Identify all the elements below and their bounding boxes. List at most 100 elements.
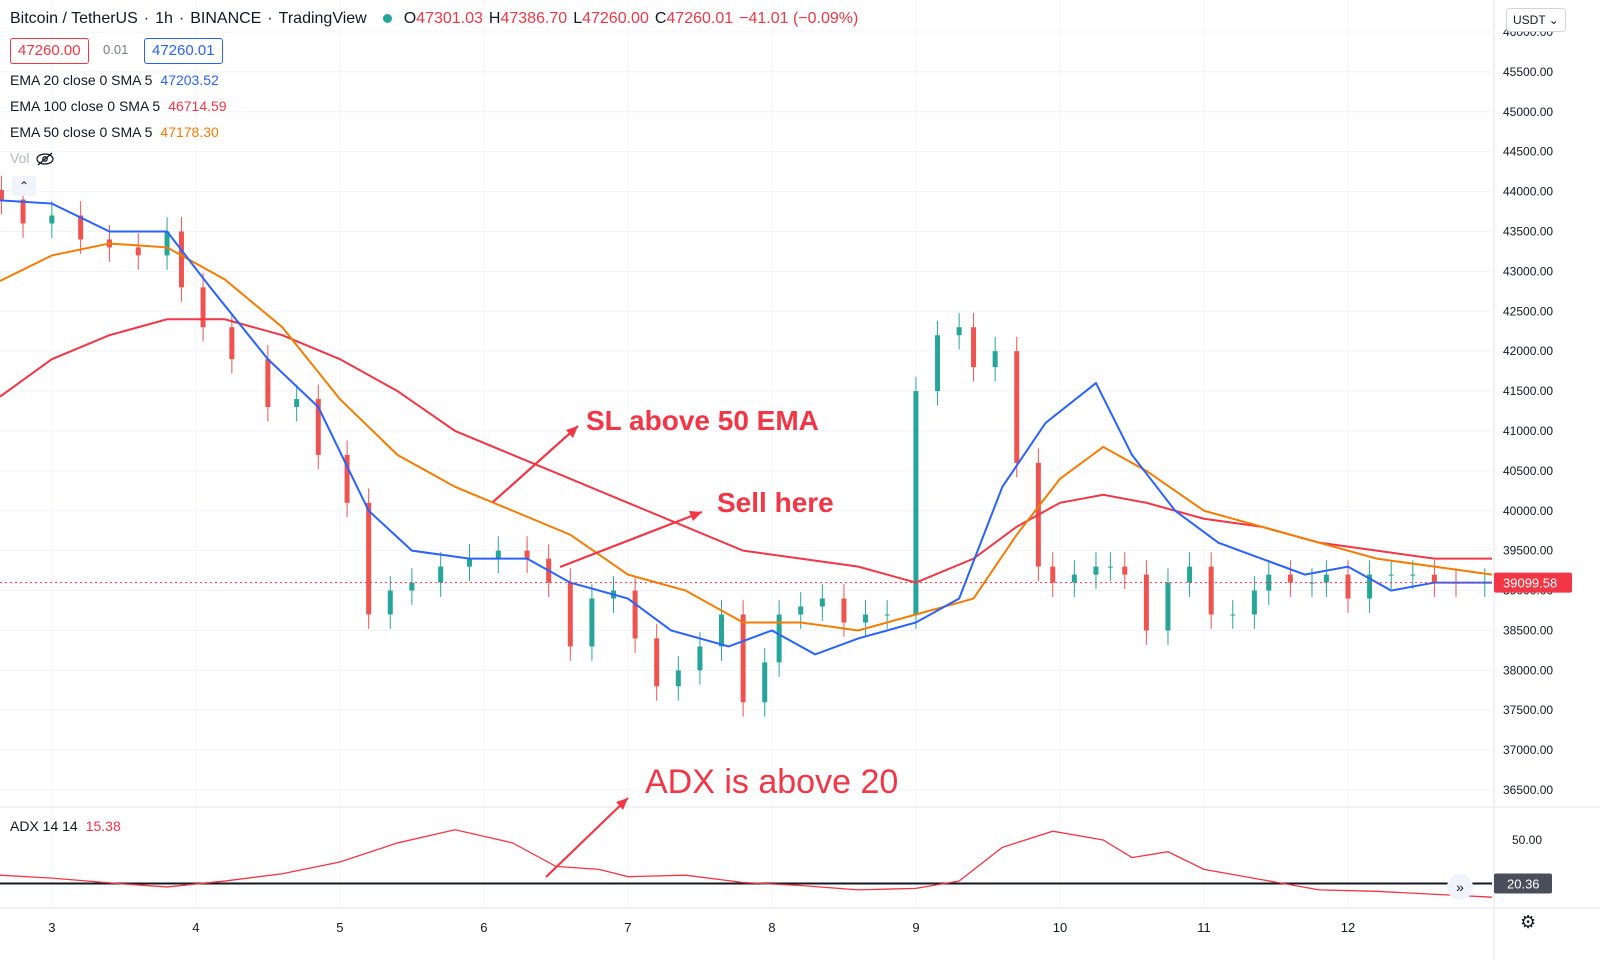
time-tick-label: 11 (1197, 920, 1211, 935)
time-tick-label: 12 (1341, 920, 1355, 935)
candlestick-series (0, 175, 1488, 717)
volume-legend[interactable]: Vol (10, 150, 55, 166)
candle-body (265, 359, 271, 408)
candle-body (913, 391, 919, 615)
current-price-tag (1494, 572, 1572, 593)
interval[interactable]: 1h (155, 10, 173, 27)
spread-value: 0.01 (103, 42, 129, 57)
exchange: BINANCE (190, 10, 262, 27)
adx-annotation: ADX is above 20 (645, 763, 898, 801)
price-tick-label: 43500.00 (1503, 224, 1553, 238)
ema20-value: 47203.52 (160, 72, 219, 88)
candle-body (1323, 574, 1329, 583)
candle-body (654, 638, 660, 687)
price-tick-label: 42500.00 (1503, 304, 1553, 318)
candle-body (1122, 566, 1128, 575)
price-tick-label: 38000.00 (1503, 663, 1553, 677)
candle-body (466, 558, 472, 567)
adx-arrow (545, 797, 629, 878)
ema20-legend[interactable]: EMA 20 close 0 SMA 5 47203.52 (10, 72, 219, 88)
candle-body (315, 399, 321, 455)
candle-body (1143, 574, 1149, 631)
candle-body (567, 582, 573, 647)
price-tick-label: 43000.00 (1503, 264, 1553, 278)
candle-body (1367, 574, 1373, 599)
price-tick-label: 45000.00 (1503, 105, 1553, 119)
candle-body (366, 502, 372, 615)
gear-icon[interactable]: ⚙ (1520, 912, 1537, 932)
adx-legend[interactable]: ADX 14 14 15.38 (10, 818, 121, 834)
price-tick-label: 40500.00 (1503, 464, 1553, 478)
candle-body (1388, 574, 1394, 576)
candle-body (1266, 574, 1272, 591)
candle-body (524, 550, 530, 559)
candle-body (135, 247, 141, 256)
candle-body (819, 598, 825, 607)
candle-body (1165, 582, 1171, 631)
currency-select[interactable]: USDT ⌄ (1506, 8, 1566, 32)
price-tick-label: 40000.00 (1503, 504, 1553, 518)
sell-arrow (559, 510, 703, 569)
candle-body (863, 614, 869, 623)
candle-body (78, 215, 84, 240)
time-tick-label: 7 (624, 920, 631, 935)
candle-body (438, 566, 444, 583)
candle-body (178, 231, 184, 288)
candle-body (1431, 574, 1437, 583)
candle-body (1251, 590, 1257, 615)
time-tick-label: 6 (480, 920, 487, 935)
annotations: SL above 50 EMA Sell here ADX is above 2… (492, 405, 898, 878)
open-value: 47301.03 (416, 10, 483, 27)
candle-body (1345, 574, 1351, 599)
price-tick-label: 44500.00 (1503, 145, 1553, 159)
eye-off-icon[interactable] (35, 152, 55, 166)
collapse-legend-button[interactable]: ⌃ (12, 176, 36, 196)
adx-threshold-label: 20.36 (1507, 876, 1540, 891)
candle-body (1410, 574, 1416, 576)
double-chevron-right-icon[interactable]: » (1447, 874, 1473, 900)
close-value: 47260.01 (666, 10, 734, 27)
price-tick-label: 37000.00 (1503, 743, 1553, 757)
price-tick-label: 41500.00 (1503, 384, 1553, 398)
sl-arrowhead (566, 426, 578, 438)
sell-annotation: Sell here (717, 487, 834, 518)
adx-arrowhead (616, 798, 628, 810)
candle-body (841, 598, 847, 623)
time-axis: 3 4 5 6 7 8 9 10 11 12 (48, 920, 1355, 935)
ema50-line (0, 242, 1493, 632)
candle-body (1107, 566, 1113, 568)
candle-body (1050, 566, 1056, 583)
price-tick-label: 39500.00 (1503, 544, 1553, 558)
candle-body (0, 189, 4, 200)
candle-body (776, 614, 782, 663)
market-status-icon (382, 13, 392, 23)
candle-body (956, 327, 962, 336)
buy-price-button[interactable]: 47260.01 (144, 38, 223, 64)
sl-annotation: SL above 50 EMA (586, 405, 819, 436)
price-tick-label: 36500.00 (1503, 783, 1553, 797)
candle-body (589, 598, 595, 647)
candle-body (719, 614, 725, 647)
candle-body (200, 287, 206, 328)
adx-line (0, 829, 1493, 898)
ema100-legend[interactable]: EMA 100 close 0 SMA 5 46714.59 (10, 98, 227, 114)
price-tick-label: 38500.00 (1503, 623, 1553, 637)
candle-body (632, 590, 638, 639)
candle-body (49, 215, 55, 224)
time-tick-label: 8 (768, 920, 775, 935)
candle-body (884, 614, 890, 616)
time-tick-label: 5 (336, 920, 343, 935)
candle-body (1014, 351, 1020, 463)
adx-tick-label: 50.00 (1512, 833, 1542, 847)
candle-body (675, 670, 681, 687)
ema50-legend[interactable]: EMA 50 close 0 SMA 5 47178.30 (10, 124, 219, 140)
symbol-name[interactable]: Bitcoin / TetherUS (10, 10, 138, 27)
candle-body (229, 327, 235, 360)
ema20-line (0, 199, 1493, 656)
candle-body (935, 335, 941, 392)
price-tick-label: 42000.00 (1503, 344, 1553, 358)
platform: TradingView (278, 10, 367, 27)
candle-body (1093, 566, 1099, 575)
sell-price-button[interactable]: 47260.00 (10, 38, 89, 64)
